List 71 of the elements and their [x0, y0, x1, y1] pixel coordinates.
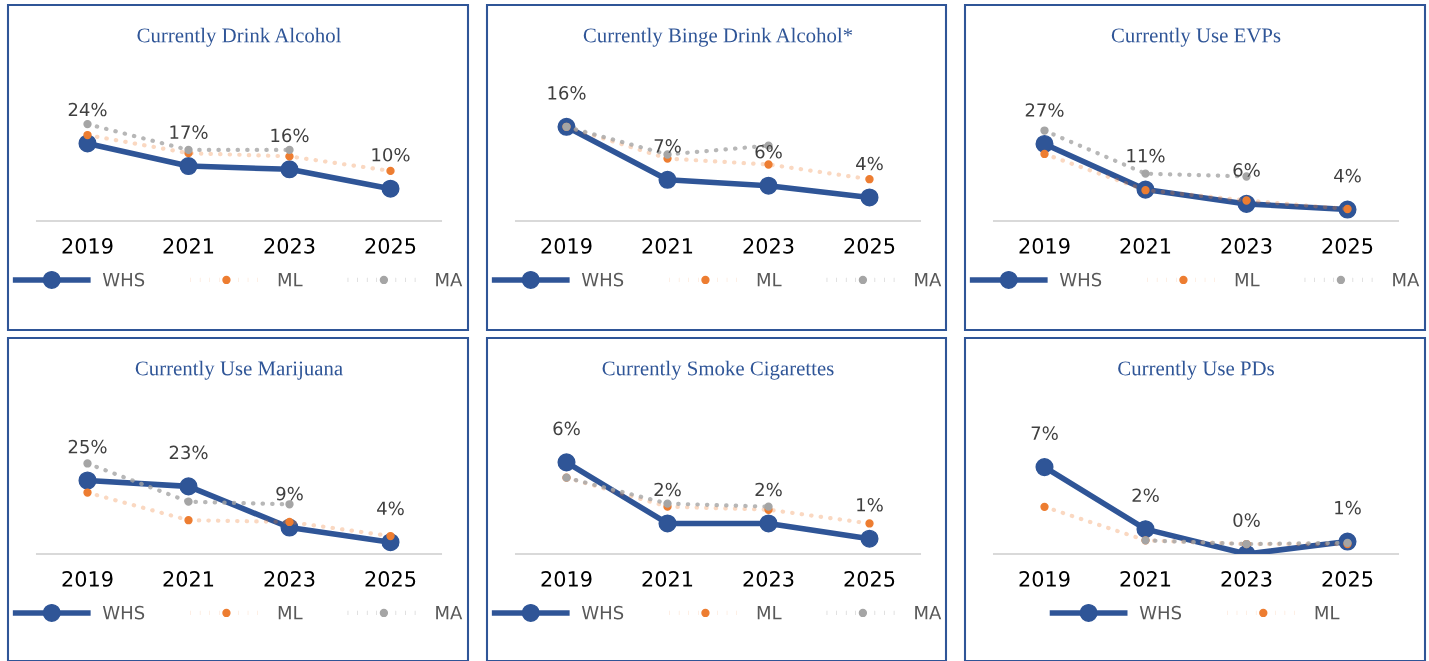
data-label: 16%	[271, 128, 309, 143]
x-tick-label: 2019	[1019, 571, 1070, 587]
legend-label: MA	[436, 273, 463, 287]
legend-label: WHS	[102, 272, 145, 287]
data-label: 1%	[1335, 500, 1361, 515]
data-label: 2%	[755, 482, 782, 497]
x-tick-label: 2021	[642, 238, 693, 254]
chart-title: Currently Binge Drink Alcohol*	[583, 27, 853, 47]
legend-label: ML	[757, 606, 782, 620]
data-label: 7%	[1031, 426, 1058, 440]
legend-label: ML	[1235, 273, 1260, 287]
chart-title: Currently Use Marijuana	[135, 360, 343, 380]
x-tick-label: 2019	[62, 571, 113, 587]
legend-label: MA	[915, 273, 942, 287]
data-label: 1%	[857, 497, 883, 512]
x-tick-label: 2023	[264, 238, 315, 254]
x-tick-label: 2023	[743, 238, 794, 254]
x-tick-label: 2019	[62, 238, 113, 254]
legend-label: WHS	[1139, 605, 1182, 620]
legend-label: ML	[1315, 606, 1340, 620]
data-label: 16%	[548, 86, 586, 100]
legend-label: MA	[1393, 273, 1420, 287]
x-tick-label: 2025	[1322, 571, 1373, 587]
data-label: 2%	[1132, 488, 1159, 503]
data-label: 6%	[1233, 163, 1260, 177]
x-tick-label: 2023	[743, 571, 794, 587]
data-label: 4%	[856, 156, 883, 171]
data-label: 10%	[372, 147, 410, 162]
x-tick-label: 2021	[163, 238, 214, 254]
chart-title: Currently Use EVPs	[1111, 27, 1281, 47]
legend-label: WHS	[1059, 272, 1102, 287]
data-label: 4%	[377, 501, 404, 516]
legend-label: ML	[757, 273, 782, 287]
x-tick-label: 2019	[541, 238, 592, 254]
legend-label: MA	[436, 606, 463, 620]
x-tick-label: 2023	[264, 571, 315, 587]
data-label: 27%	[1025, 103, 1064, 117]
chart-title: Currently Drink Alcohol	[137, 27, 341, 47]
x-tick-label: 2023	[1221, 238, 1272, 254]
data-label: 11%	[1127, 148, 1165, 163]
x-tick-label: 2021	[1120, 238, 1171, 254]
legend-label: ML	[278, 273, 303, 287]
x-tick-label: 2025	[365, 238, 416, 254]
x-tick-label: 2023	[1221, 571, 1272, 587]
legend-label: WHS	[102, 605, 145, 620]
x-tick-label: 2021	[642, 571, 693, 587]
data-label: 2%	[654, 482, 681, 497]
data-label: 23%	[169, 445, 208, 460]
data-label: 17%	[170, 125, 208, 139]
data-label: 0%	[1233, 513, 1260, 527]
legend-label: MA	[915, 606, 942, 620]
x-tick-label: 2019	[541, 571, 592, 587]
x-tick-label: 2025	[844, 238, 895, 254]
data-label: 6%	[755, 144, 782, 159]
data-label: 7%	[654, 139, 681, 153]
chart-title: Currently Smoke Cigarettes	[602, 360, 834, 380]
x-tick-label: 2025	[1322, 238, 1373, 254]
x-tick-label: 2021	[1120, 571, 1171, 587]
x-tick-label: 2019	[1019, 238, 1070, 254]
x-tick-label: 2025	[365, 571, 416, 587]
data-label: 4%	[1334, 168, 1361, 183]
x-tick-label: 2025	[844, 571, 895, 587]
data-label: 6%	[553, 421, 580, 436]
chart-title: Currently Use PDs	[1118, 360, 1274, 380]
x-tick-label: 2021	[163, 571, 214, 587]
legend-label: WHS	[581, 272, 624, 287]
data-label: 24%	[68, 102, 107, 117]
legend-label: ML	[278, 606, 303, 620]
data-label: 25%	[68, 439, 107, 454]
data-label: 9%	[276, 486, 303, 501]
legend-label: WHS	[581, 605, 624, 620]
